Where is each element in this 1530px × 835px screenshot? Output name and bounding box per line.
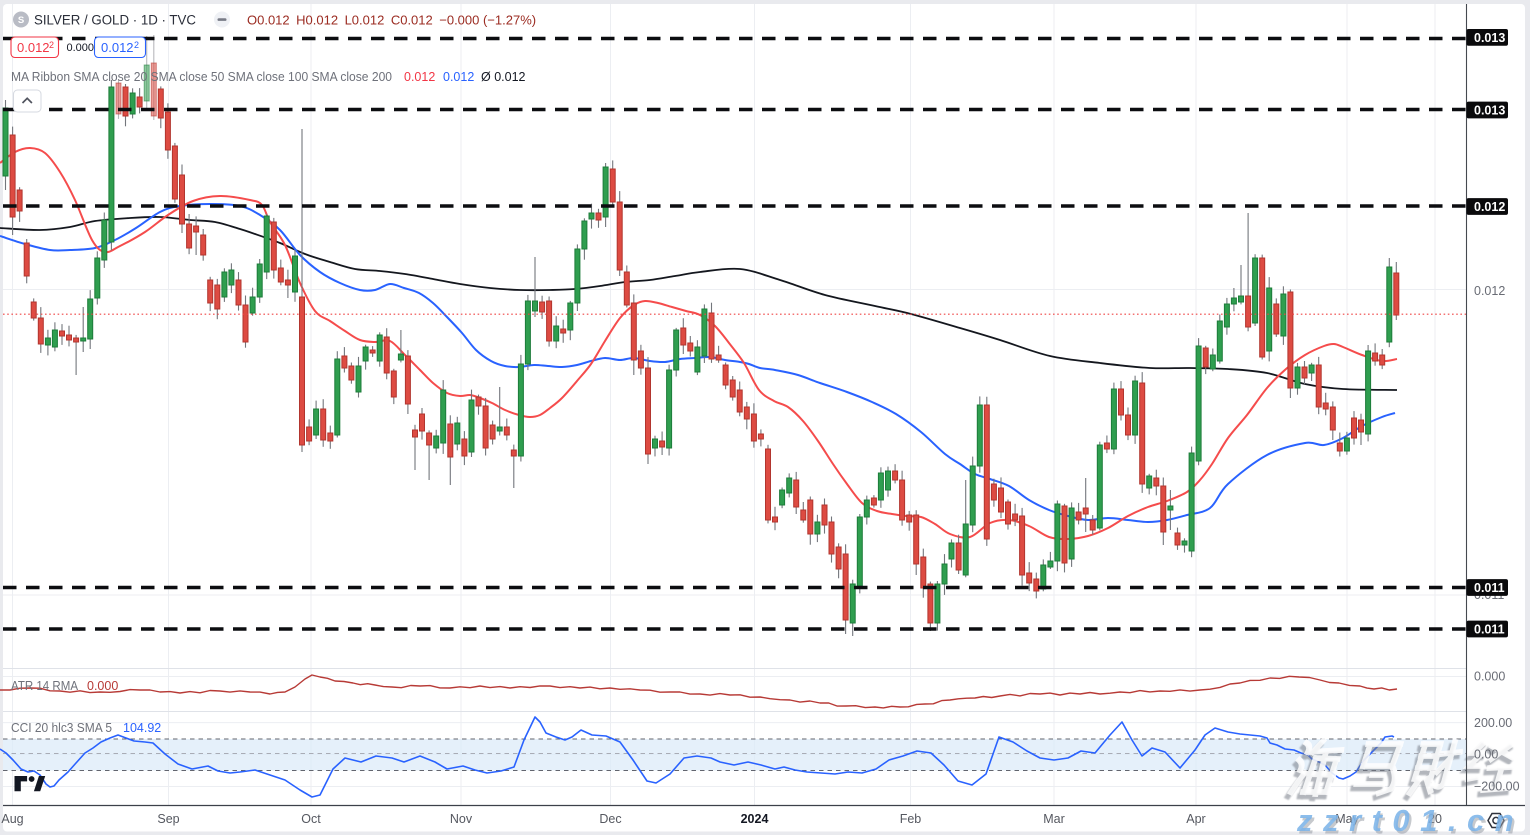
svg-text:0.013: 0.013 [1474,31,1505,45]
svg-text:S: S [18,15,24,26]
svg-text:Feb: Feb [900,812,922,826]
svg-text:20: 20 [1428,812,1442,826]
svg-text:SILVER / GOLD · 1D · TVC: SILVER / GOLD · 1D · TVC [34,13,196,28]
svg-text:200.00: 200.00 [1474,716,1512,730]
svg-text:zzrt01.cn: zzrt01.cn [1296,803,1524,835]
svg-text:Nov: Nov [450,812,473,826]
svg-text:0.012: 0.012 [17,40,50,55]
svg-text:Oct: Oct [301,812,321,826]
svg-text:O0.012 H0.012 L0.012 C0.012 −0: O0.012 H0.012 L0.012 C0.012 −0.000 (−1.2… [247,13,536,28]
svg-text:0.013: 0.013 [1474,103,1505,117]
svg-text:2024: 2024 [741,812,769,826]
svg-text:2: 2 [134,40,139,50]
svg-text:0.000: 0.000 [1474,670,1505,684]
svg-text:0.012: 0.012 [404,70,435,84]
svg-text:0.011: 0.011 [1474,622,1505,636]
svg-text:0.012: 0.012 [1474,284,1505,298]
svg-text:Apr: Apr [1186,812,1205,826]
svg-text:zzrt01.cn: zzrt01.cn [1298,806,1526,835]
svg-text:CCI 20 hlc3 SMA 5: CCI 20 hlc3 SMA 5 [11,721,112,735]
svg-text:0.012: 0.012 [101,40,134,55]
svg-text:Aug: Aug [1,812,23,826]
svg-text:Ø 0.012: Ø 0.012 [481,70,526,84]
svg-text:−200.00: −200.00 [1474,780,1520,794]
svg-text:104.92: 104.92 [123,721,161,735]
svg-text:MA Ribbon SMA close 20 SMA clo: MA Ribbon SMA close 20 SMA close 50 SMA … [11,70,392,84]
svg-text:Mar: Mar [1043,812,1065,826]
svg-text:0.012: 0.012 [1474,200,1505,214]
svg-text:0.000: 0.000 [67,42,95,54]
svg-text:0.000: 0.000 [87,679,118,693]
svg-text:0.011: 0.011 [1474,581,1505,595]
svg-text:0.00: 0.00 [1474,748,1498,762]
svg-text:ATR 14 RMA: ATR 14 RMA [11,679,79,693]
svg-text:Dec: Dec [599,812,621,826]
svg-text:May: May [1335,812,1359,826]
svg-text:Sep: Sep [157,812,179,826]
svg-text:2: 2 [49,40,54,50]
svg-text:0.012: 0.012 [443,70,474,84]
